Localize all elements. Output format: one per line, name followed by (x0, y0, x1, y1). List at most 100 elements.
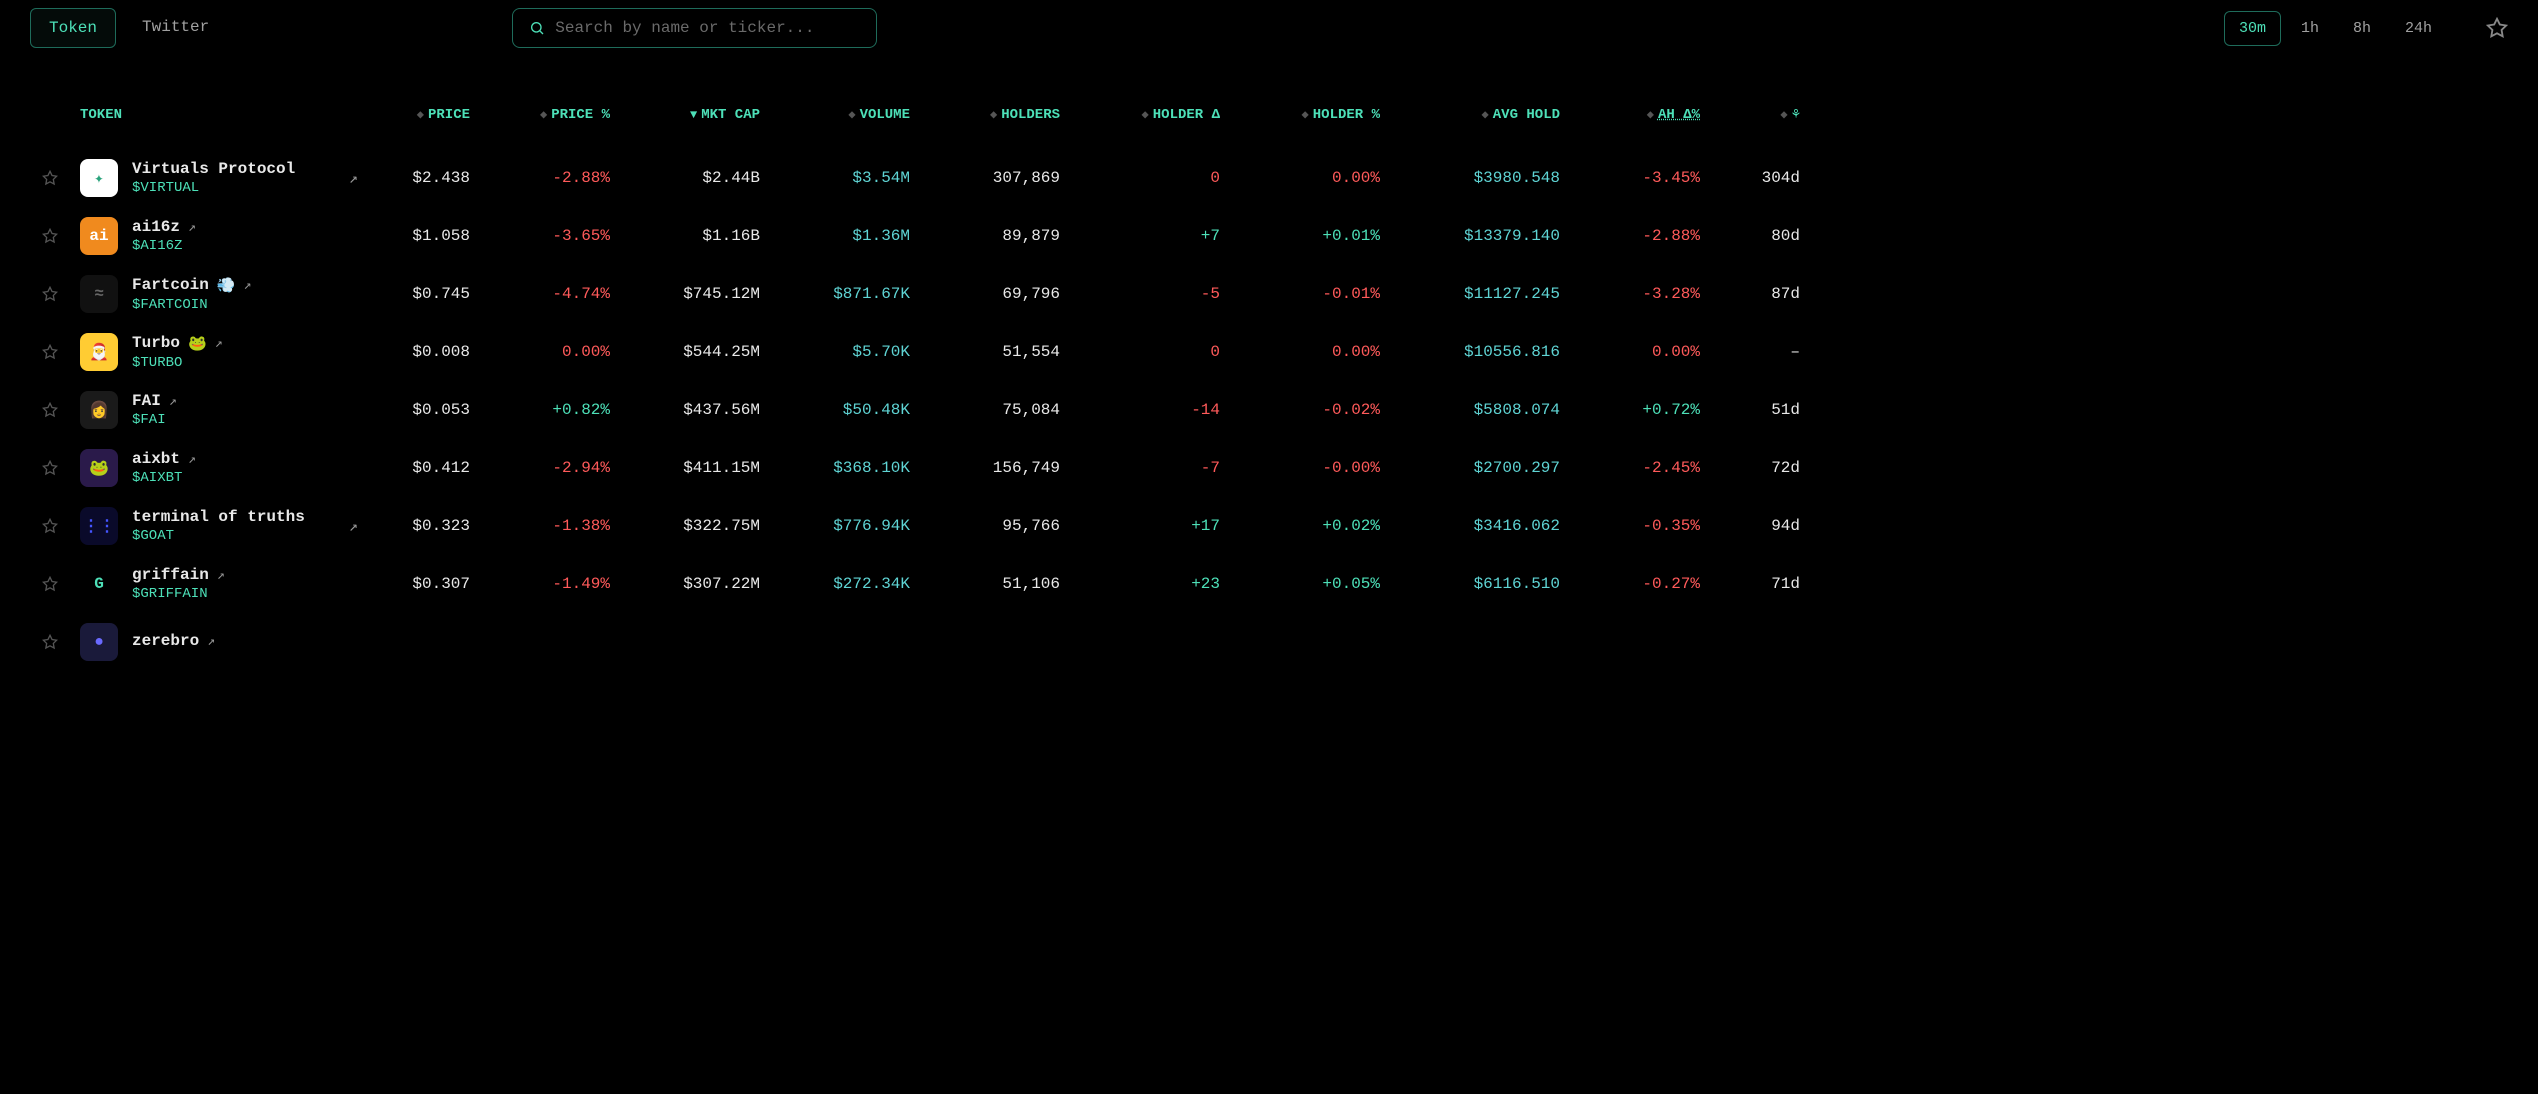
token-cell[interactable]: 🐸aixbt↗$AIXBT (80, 449, 330, 487)
external-link-icon[interactable]: ↗ (349, 169, 358, 188)
token-name: Turbo (132, 334, 180, 352)
token-name: FAI (132, 392, 161, 410)
search-box[interactable] (512, 8, 877, 48)
table-row[interactable]: 🎅Turbo🐸↗$TURBO$0.0080.00%$544.25M$5.70K5… (30, 323, 2508, 381)
col-holder-delta[interactable]: ◆HOLDER Δ (1070, 107, 1220, 123)
cell-price-pct: 0.00% (480, 343, 610, 361)
cell-price-pct: -3.65% (480, 227, 610, 245)
table-row[interactable]: Ggriffain↗$GRIFFAIN$0.307-1.49%$307.22M$… (30, 555, 2508, 613)
table-row[interactable]: 👩FAI↗$FAI$0.053+0.82%$437.56M$50.48K75,0… (30, 381, 2508, 439)
cell-mkt-cap: $1.16B (620, 227, 760, 245)
cell-volume: $776.94K (770, 517, 910, 535)
token-name: terminal of truths (132, 508, 305, 526)
table-row[interactable]: aiai16z↗$AI16Z$1.058-3.65%$1.16B$1.36M89… (30, 207, 2508, 265)
favorite-star-icon[interactable] (30, 402, 70, 418)
external-link-icon[interactable]: ↗ (349, 517, 358, 536)
col-token[interactable]: TOKEN (80, 107, 330, 123)
favorite-star-icon[interactable] (30, 634, 70, 650)
token-cell[interactable]: aiai16z↗$AI16Z (80, 217, 330, 255)
cell-holder-pct: -0.02% (1230, 401, 1380, 419)
table-row[interactable]: ✦Virtuals Protocol$VIRTUAL↗$2.438-2.88%$… (30, 149, 2508, 207)
cell-age: – (1710, 343, 1800, 361)
cell-volume: $1.36M (770, 227, 910, 245)
cell-holder-delta: +7 (1070, 227, 1220, 245)
token-ticker: $GOAT (132, 528, 305, 544)
col-ah-delta[interactable]: ◆AH Δ% (1570, 107, 1700, 123)
favorite-star-icon[interactable] (30, 460, 70, 476)
tab-twitter[interactable]: Twitter (124, 8, 227, 48)
col-price[interactable]: ◆PRICE (340, 107, 470, 123)
cell-price: $0.412 (340, 459, 470, 477)
cell-holder-pct: +0.02% (1230, 517, 1380, 535)
favorite-star-icon[interactable] (30, 228, 70, 244)
token-cell[interactable]: ✦Virtuals Protocol$VIRTUAL↗ (80, 159, 330, 197)
token-cell[interactable]: ≈Fartcoin💨↗$FARTCOIN (80, 275, 330, 313)
cell-volume: $272.34K (770, 575, 910, 593)
search-input[interactable] (555, 19, 860, 37)
cell-price-pct: -1.38% (480, 517, 610, 535)
token-cell[interactable]: Ggriffain↗$GRIFFAIN (80, 565, 330, 603)
cell-holder-pct: 0.00% (1230, 343, 1380, 361)
cell-avg-hold: $5808.074 (1390, 401, 1560, 419)
table-row[interactable]: 🐸aixbt↗$AIXBT$0.412-2.94%$411.15M$368.10… (30, 439, 2508, 497)
cell-price-pct: +0.82% (480, 401, 610, 419)
token-cell[interactable]: ⋮⋮terminal of truths$GOAT↗ (80, 507, 330, 545)
external-link-icon[interactable]: ↗ (188, 452, 196, 467)
cell-mkt-cap: $411.15M (620, 459, 760, 477)
token-emoji: 💨 (217, 276, 236, 295)
time-filter-30m[interactable]: 30m (2224, 11, 2281, 46)
time-filters: 30m1h8h24h (2224, 11, 2446, 46)
external-link-icon[interactable]: ↗ (169, 394, 177, 409)
cell-mkt-cap: $544.25M (620, 343, 760, 361)
external-link-icon[interactable]: ↗ (207, 634, 215, 649)
token-icon: ✦ (80, 159, 118, 197)
token-cell[interactable]: 👩FAI↗$FAI (80, 391, 330, 429)
token-icon: G (80, 565, 118, 603)
time-filter-1h[interactable]: 1h (2287, 12, 2333, 45)
external-link-icon[interactable]: ↗ (188, 220, 196, 235)
token-icon: ai (80, 217, 118, 255)
cell-avg-hold: $3416.062 (1390, 517, 1560, 535)
cell-avg-hold: $6116.510 (1390, 575, 1560, 593)
token-cell[interactable]: 🎅Turbo🐸↗$TURBO (80, 333, 330, 371)
time-filter-24h[interactable]: 24h (2391, 12, 2446, 45)
favorite-star-icon[interactable] (30, 344, 70, 360)
tab-token[interactable]: Token (30, 8, 116, 48)
cell-age: 304d (1710, 169, 1800, 187)
col-volume[interactable]: ◆VOLUME (770, 107, 910, 123)
token-icon: ● (80, 623, 118, 661)
cell-ah-delta: -2.88% (1570, 227, 1700, 245)
search-wrap (512, 8, 877, 48)
cell-price-pct: -1.49% (480, 575, 610, 593)
col-price-pct[interactable]: ◆PRICE % (480, 107, 610, 123)
time-filter-8h[interactable]: 8h (2339, 12, 2385, 45)
search-icon (529, 20, 545, 36)
favorite-star-icon[interactable] (30, 518, 70, 534)
cell-price: $0.053 (340, 401, 470, 419)
external-link-icon[interactable]: ↗ (244, 278, 252, 293)
external-link-icon[interactable]: ↗ (217, 568, 225, 583)
cell-holder-delta: -5 (1070, 285, 1220, 303)
cell-age: 94d (1710, 517, 1800, 535)
favorite-star-icon[interactable] (30, 286, 70, 302)
table-row[interactable]: ≈Fartcoin💨↗$FARTCOIN$0.745-4.74%$745.12M… (30, 265, 2508, 323)
favorite-star-icon[interactable] (30, 576, 70, 592)
cell-holder-pct: +0.05% (1230, 575, 1380, 593)
cell-age: 80d (1710, 227, 1800, 245)
cell-holders: 89,879 (920, 227, 1060, 245)
table-row[interactable]: ⋮⋮terminal of truths$GOAT↗$0.323-1.38%$3… (30, 497, 2508, 555)
cell-volume: $3.54M (770, 169, 910, 187)
external-link-icon[interactable]: ↗ (215, 336, 223, 351)
token-cell[interactable]: ●zerebro↗ (80, 623, 330, 661)
cell-ah-delta: -0.27% (1570, 575, 1700, 593)
favorite-star-icon[interactable] (30, 170, 70, 186)
token-ticker: $VIRTUAL (132, 180, 295, 196)
col-mkt-cap[interactable]: ▼MKT CAP (620, 107, 760, 123)
col-holders[interactable]: ◆HOLDERS (920, 107, 1060, 123)
table-row[interactable]: ●zerebro↗ (30, 613, 2508, 671)
cell-holders: 51,554 (920, 343, 1060, 361)
col-avg-hold[interactable]: ◆AVG HOLD (1390, 107, 1560, 123)
col-age[interactable]: ◆⚘ (1710, 106, 1800, 123)
col-holder-pct[interactable]: ◆HOLDER % (1230, 107, 1380, 123)
favorites-star-icon[interactable] (2486, 17, 2508, 39)
